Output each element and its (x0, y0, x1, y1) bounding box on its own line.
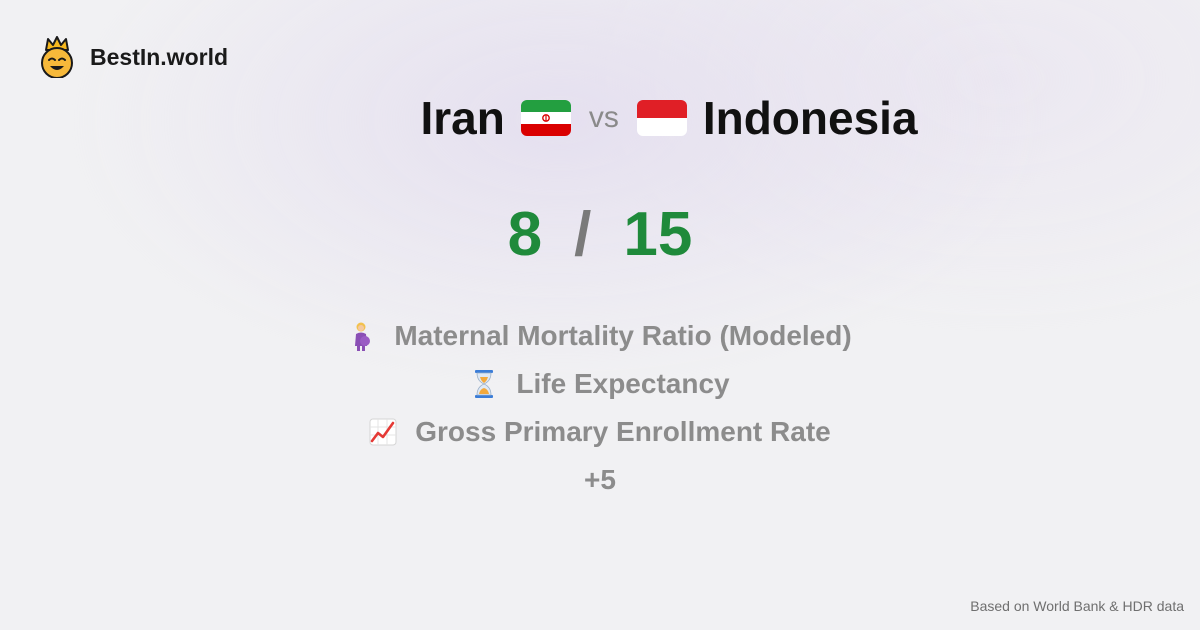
metric-item: Gross Primary Enrollment Rate (369, 408, 831, 456)
metric-label: Life Expectancy (516, 368, 730, 399)
metric-list: Maternal Mortality Ratio (Modeled) Life … (0, 312, 1200, 504)
right-score: 15 (623, 199, 693, 269)
hourglass-icon (475, 370, 494, 398)
more-metrics-count: +5 (584, 464, 616, 495)
score: 8 / 15 (0, 196, 1200, 272)
indonesia-flag-icon (636, 100, 687, 136)
metric-label: Maternal Mortality Ratio (Modeled) (394, 320, 852, 351)
chart-increasing-icon (369, 418, 397, 446)
crowned-smiley-icon (41, 36, 73, 78)
metric-item: Life Expectancy (470, 360, 730, 408)
iran-flag-icon (520, 100, 571, 136)
data-source-note: Based on World Bank & HDR data (970, 598, 1184, 614)
right-country-name: Indonesia (702, 92, 918, 144)
score-separator: / (574, 199, 592, 269)
metric-item: Maternal Mortality Ratio (Modeled) (348, 312, 852, 360)
left-country-name: Iran (420, 92, 505, 144)
brand[interactable]: BestIn.world (38, 36, 228, 78)
metric-label: Gross Primary Enrollment Rate (415, 416, 831, 447)
brand-name: BestIn.world (90, 43, 229, 70)
left-score: 8 (507, 199, 543, 269)
comparison-title: Iran vs Indonesia (0, 88, 1200, 148)
pregnant-woman-icon (355, 322, 371, 351)
vs-label: vs (588, 101, 619, 134)
